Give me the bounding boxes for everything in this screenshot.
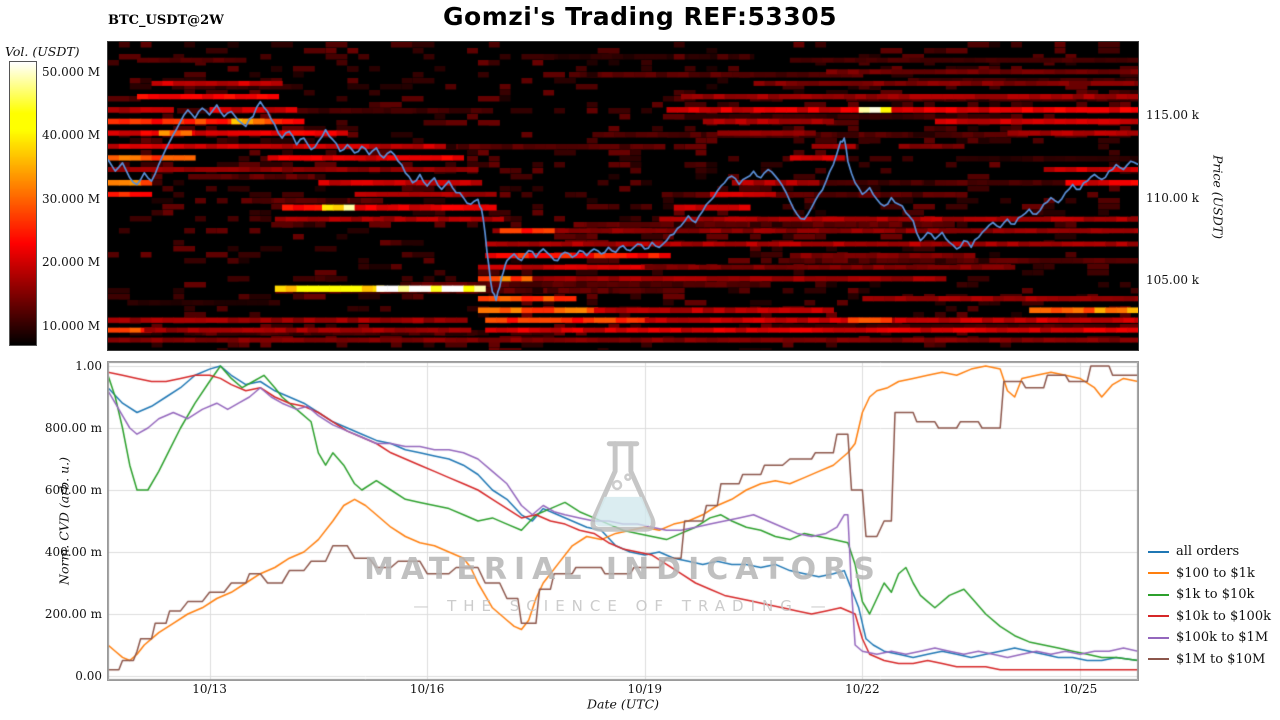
legend-line-swatch-icon [1148, 636, 1169, 639]
y-tick: 1.00 [75, 359, 102, 373]
legend-entry: $1M to $10M [1148, 649, 1271, 671]
legend-label: $1M to $10M [1176, 651, 1266, 667]
colorbar-tick: 20.000 M [42, 255, 101, 270]
x-tick: 10/22 [845, 682, 880, 696]
price-tick: 105.00 k [1146, 273, 1200, 288]
legend-line-swatch-icon [1148, 658, 1169, 661]
legend-label: all orders [1176, 544, 1240, 560]
cvd-y-axis-label: Norm. CVD (arb. u.) [56, 457, 72, 585]
legend-entry: $1k to $10k [1148, 584, 1271, 606]
legend-entry: $10k to $100k [1148, 606, 1271, 628]
legend-line-swatch-icon [1148, 593, 1169, 596]
y-tick: 200.00 m [44, 607, 102, 621]
colorbar-tick: 50.000 M [42, 64, 101, 79]
colorbar-tick: 40.000 M [42, 128, 101, 143]
colorbar-label: Vol. (USDT) [5, 44, 80, 59]
legend-line-swatch-icon [1148, 572, 1169, 575]
price-axis-label: Price (USDT) [1210, 155, 1226, 239]
legend-line-swatch-icon [1148, 615, 1169, 618]
price-tick: 115.00 k [1146, 107, 1200, 122]
x-tick: 10/19 [627, 682, 663, 696]
y-tick: 400.00 m [44, 545, 102, 559]
legend-entry: $100 to $1k [1148, 563, 1271, 585]
y-tick: 800.00 m [44, 421, 102, 435]
legend-entry: all orders [1148, 541, 1271, 563]
legend: all orders $100 to $1k $1k to $10k $10k to … [1148, 541, 1271, 670]
x-tick: 10/25 [1062, 682, 1098, 696]
symbol-label: BTC_USDT@2W [108, 13, 224, 28]
legend-label: $10k to $100k [1176, 608, 1271, 624]
colorbar [9, 61, 37, 346]
y-tick: 600.00 m [44, 483, 102, 497]
page-title: Gomzi's Trading REF:53305 [443, 2, 837, 31]
heatmap-canvas [107, 41, 1139, 351]
legend-entry: $100k to $1M [1148, 627, 1271, 649]
y-tick: 0.00 [75, 669, 102, 683]
colorbar-tick: 30.000 M [42, 191, 101, 206]
cvd-canvas [107, 361, 1139, 681]
x-axis-label: Date (UTC) [586, 696, 660, 712]
legend-label: $100 to $1k [1176, 565, 1255, 581]
colorbar-tick: 10.000 M [42, 318, 101, 333]
x-tick: 10/13 [192, 682, 227, 696]
legend-label: $1k to $10k [1176, 587, 1255, 603]
legend-label: $100k to $1M [1176, 630, 1269, 646]
price-tick: 110.00 k [1146, 190, 1200, 205]
x-tick: 10/16 [409, 682, 445, 696]
legend-line-swatch-icon [1148, 550, 1169, 553]
